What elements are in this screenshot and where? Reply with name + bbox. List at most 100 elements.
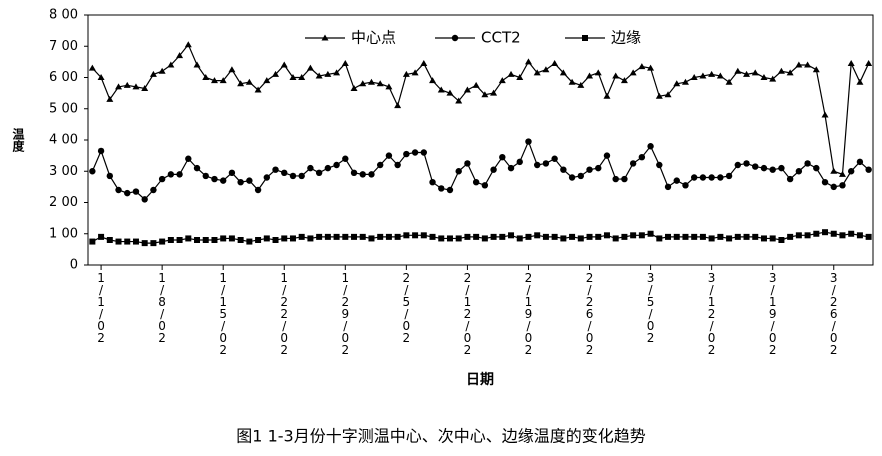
marker (524, 58, 532, 65)
marker (202, 74, 210, 80)
marker (176, 171, 183, 178)
marker (577, 81, 585, 88)
marker (429, 233, 436, 240)
marker (368, 171, 375, 178)
marker (612, 235, 619, 242)
marker (568, 174, 576, 181)
marker (830, 183, 837, 191)
y-tick-label: 3 00 (49, 164, 78, 179)
marker (350, 169, 358, 177)
marker (463, 86, 471, 93)
marker (255, 237, 262, 243)
legend-label: 边缘 (611, 29, 641, 47)
marker (717, 174, 724, 181)
marker (621, 233, 628, 240)
marker (368, 235, 375, 242)
marker (455, 235, 462, 242)
marker (385, 233, 392, 240)
marker (403, 232, 410, 239)
marker (752, 233, 759, 240)
marker (411, 149, 419, 156)
marker (699, 174, 707, 181)
marker (481, 182, 489, 189)
marker (665, 233, 672, 240)
marker (586, 233, 593, 240)
marker (237, 237, 244, 243)
marker (193, 61, 201, 68)
marker (220, 235, 227, 242)
marker (228, 66, 236, 73)
marker (769, 235, 776, 242)
marker (394, 233, 401, 240)
marker (533, 69, 541, 76)
marker (89, 168, 96, 175)
marker (385, 83, 393, 90)
marker (350, 84, 358, 91)
marker (559, 69, 567, 76)
marker (542, 233, 549, 240)
marker (263, 77, 271, 84)
marker (830, 167, 838, 174)
marker (132, 83, 140, 90)
marker (394, 102, 402, 109)
marker (542, 160, 550, 167)
x-tick-label: 1/8/02 (155, 271, 169, 343)
marker (786, 69, 794, 76)
marker (629, 160, 637, 167)
marker (673, 233, 680, 240)
marker (787, 233, 794, 240)
x-tick-label: 2/26/02 (583, 271, 597, 355)
marker (568, 78, 576, 85)
marker (106, 95, 114, 102)
marker (246, 238, 253, 245)
marker (333, 233, 340, 240)
y-tick-label: 0 (70, 258, 78, 273)
marker (560, 166, 567, 173)
marker (533, 161, 541, 169)
marker (455, 168, 462, 175)
marker (595, 233, 602, 240)
marker (577, 235, 584, 242)
marker (560, 235, 567, 242)
marker (490, 166, 497, 173)
marker (88, 64, 96, 71)
marker (839, 232, 846, 239)
marker (342, 233, 349, 240)
marker (507, 70, 515, 77)
marker (149, 70, 157, 77)
marker (289, 74, 297, 80)
marker (211, 237, 218, 243)
marker (464, 160, 471, 167)
marker (420, 232, 427, 239)
marker (760, 74, 768, 80)
marker (804, 160, 811, 167)
y-tick-label: 5 00 (49, 101, 78, 116)
marker (804, 232, 811, 239)
marker (158, 67, 166, 74)
marker (315, 72, 323, 79)
x-tick-label: 3/19/02 (766, 271, 780, 355)
marker (682, 233, 689, 240)
marker (341, 59, 349, 66)
marker (298, 74, 306, 80)
marker (647, 64, 655, 71)
marker (586, 166, 593, 173)
marker (760, 164, 768, 172)
marker (603, 92, 611, 99)
marker (813, 230, 820, 237)
marker (603, 232, 610, 239)
legend-label: 中心点 (351, 29, 396, 47)
marker (856, 158, 864, 166)
marker (690, 174, 698, 181)
marker (402, 70, 410, 77)
marker (848, 230, 855, 237)
marker (525, 233, 532, 240)
marker (324, 233, 331, 240)
marker (281, 235, 288, 242)
marker (620, 77, 628, 84)
marker (437, 86, 445, 93)
marker (306, 64, 314, 71)
marker (167, 237, 174, 243)
series-line (91, 43, 870, 176)
marker (124, 189, 131, 197)
